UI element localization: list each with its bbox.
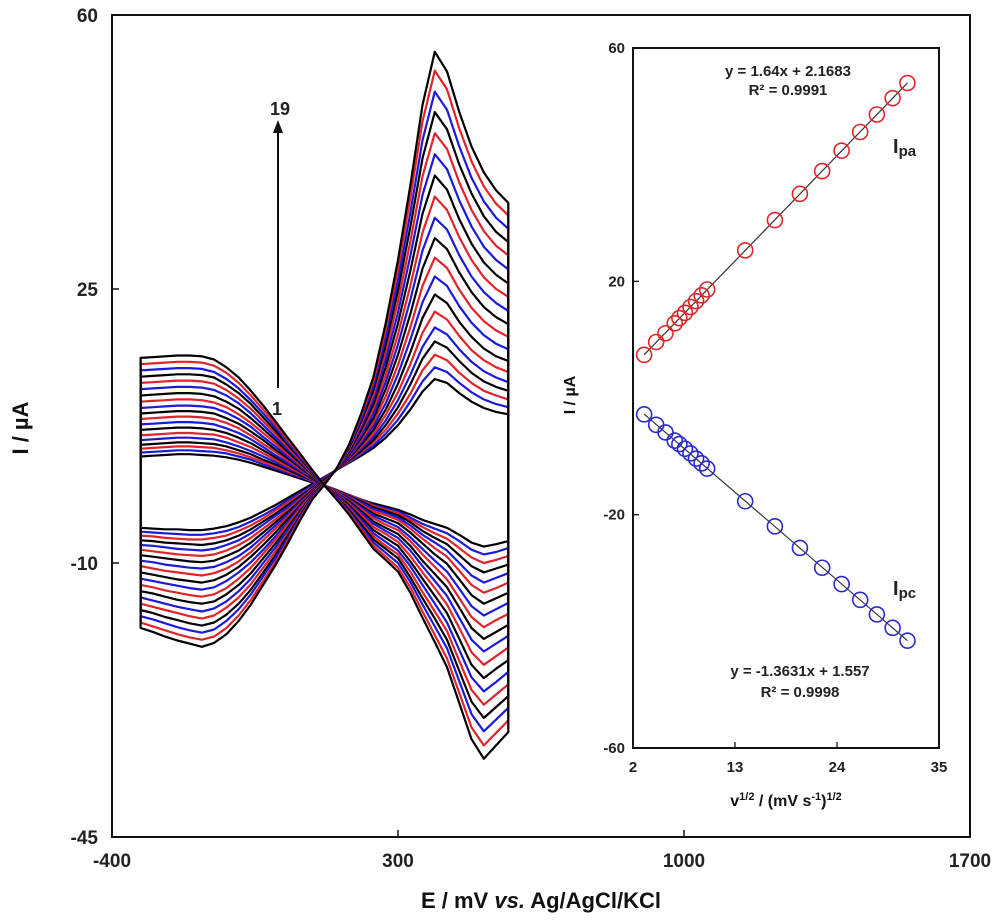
inset-x-title-v: v (730, 793, 739, 810)
inset-point-ipa (899, 74, 916, 92)
cv-y-axis-title: I / µA (8, 401, 33, 454)
ipc-equation: y = -1.3631x + 1.557 (730, 663, 869, 680)
inset-point-ipc (868, 606, 886, 623)
inset-point-ipa (693, 287, 710, 304)
inset-y-tick-label: -20 (603, 507, 625, 524)
inset-point-ipa (813, 162, 831, 180)
inset-point-ipa (682, 298, 699, 316)
inset-point-ipa (635, 346, 653, 364)
cv-y-tick-label: -10 (71, 554, 98, 575)
inset-x-axis-title: v1/2 / (mV s-1)1/2 (730, 791, 842, 810)
inset-point-ipc (657, 424, 674, 441)
inset-x-tick-label: 24 (829, 759, 846, 776)
cv-curve-19 (139, 50, 510, 760)
inset-point-ipa (884, 89, 901, 107)
inset-y-tick-label: -60 (603, 740, 625, 757)
ipa-equation: y = 1.64x + 2.1683 (725, 63, 851, 80)
cv-x-tick-label: 1000 (663, 851, 705, 872)
inset-y-ticks: 60 20 -20 -60 (603, 40, 639, 757)
inset-fit-line-ipa (643, 82, 908, 356)
inset-point-ipa (851, 123, 869, 141)
inset-point-ipa (833, 142, 850, 159)
inset-point-ipc (833, 575, 850, 593)
inset-point-ipa (791, 185, 809, 203)
inset-point-ipc (687, 450, 705, 467)
inset-point-ipc (682, 445, 699, 462)
ipc-r2: R² = 0.9998 (761, 684, 840, 701)
inset-point-ipa (676, 304, 694, 322)
ipa-r2: R² = 0.9991 (749, 82, 828, 99)
inset-point-ipc (666, 432, 684, 449)
inset-point-ipc (766, 518, 784, 535)
inset-x-ticks: 2 13 24 35 (629, 742, 948, 776)
cv-x-tick-label: 300 (382, 851, 414, 872)
arrow-end-label: 19 (270, 99, 290, 119)
inset-point-ipc (676, 440, 694, 458)
inset-x-title-mid: / (mV s (754, 793, 811, 810)
ipc-label: Ipc (893, 578, 916, 602)
inset-point-ipa (666, 315, 684, 332)
inset-plot-frame (632, 47, 940, 749)
inset-point-ipc (813, 559, 831, 577)
inset-x-title-sup1: 1/2 (739, 791, 754, 803)
cv-y-tick-label: -45 (71, 828, 99, 849)
cv-x-tick-label: 1700 (949, 851, 991, 872)
inset-point-ipa (671, 309, 688, 327)
scan-rate-arrowhead (273, 120, 283, 133)
inset-point-ipc (736, 492, 754, 510)
cv-x-tick-label: -400 (93, 851, 131, 872)
inset-point-ipa (736, 242, 754, 259)
inset-fit-line-ipc (643, 413, 908, 642)
inset-y-tick-label: 20 (608, 273, 625, 290)
inset-x-title-sup2: -1 (811, 791, 821, 803)
inset-x-title-sup3: 1/2 (826, 791, 841, 803)
inset-point-ipc (884, 619, 901, 637)
ipa-label: Ipa (893, 136, 917, 160)
inset-x-tick-label: 35 (931, 759, 948, 776)
ipc-label-main: I (893, 578, 899, 600)
ipa-label-sub: pa (899, 143, 917, 160)
inset-point-ipc (671, 435, 688, 453)
inset-chart: 60 20 -20 -60 2 13 24 35 y = 1.64x + 2.1683 R²… (562, 40, 947, 810)
inset-point-ipa (687, 292, 705, 310)
cv-y-tick-label: 60 (77, 6, 98, 27)
inset-point-ipc (851, 591, 869, 609)
inset-y-tick-label: 60 (608, 40, 625, 57)
inset-point-ipc (899, 632, 916, 649)
cv-curves (139, 50, 510, 760)
inset-point-ipc (635, 406, 653, 423)
inset-x-title-paren: ) (821, 793, 826, 810)
cv-x-axis-title-italic: vs. (494, 888, 525, 913)
inset-x-tick-label: 13 (727, 759, 744, 776)
arrow-start-label: 1 (272, 399, 282, 419)
inset-series (635, 74, 916, 649)
cv-x-axis-title: E / mV vs. Ag/AgCl/KCl (421, 888, 661, 913)
ipa-label-main: I (893, 136, 899, 158)
inset-point-ipa (868, 106, 886, 123)
cv-y-tick-label: 25 (77, 280, 99, 301)
inset-point-ipa (766, 211, 784, 229)
cv-y-ticks: 60 25 -10 -45 (71, 6, 119, 849)
inset-y-axis-title: I / µA (562, 375, 579, 414)
inset-point-ipc (791, 539, 809, 557)
cv-x-axis-title-rest: Ag/AgCl/KCl (525, 888, 661, 913)
cv-x-axis-title-main: E / mV (421, 888, 494, 913)
inset-x-tick-label: 2 (629, 759, 637, 776)
inset-point-ipa (698, 281, 716, 298)
inset-point-ipc (698, 460, 716, 477)
inset-point-ipa (657, 324, 674, 342)
inset-point-ipa (647, 333, 665, 351)
cv-x-ticks: -400 300 1000 1700 (93, 830, 991, 872)
ipc-label-sub: pc (899, 585, 917, 602)
inset-point-ipc (693, 455, 710, 472)
